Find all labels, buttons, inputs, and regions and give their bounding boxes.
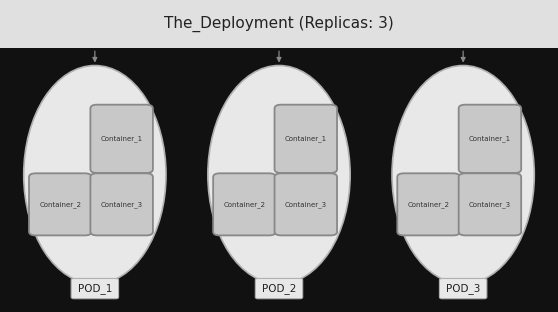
- FancyBboxPatch shape: [275, 105, 337, 173]
- Text: POD_3: POD_3: [446, 283, 480, 294]
- Text: Container_1: Container_1: [285, 135, 327, 142]
- FancyBboxPatch shape: [90, 173, 153, 236]
- Text: Container_3: Container_3: [469, 201, 511, 208]
- Text: Container_3: Container_3: [100, 201, 143, 208]
- Text: The_Deployment (Replicas: 3): The_Deployment (Replicas: 3): [164, 16, 394, 32]
- FancyBboxPatch shape: [440, 278, 487, 299]
- Text: Container_2: Container_2: [407, 201, 450, 208]
- Text: Container_2: Container_2: [223, 201, 266, 208]
- FancyBboxPatch shape: [71, 278, 118, 299]
- Text: Container_3: Container_3: [285, 201, 327, 208]
- Text: Container_1: Container_1: [469, 135, 511, 142]
- FancyBboxPatch shape: [90, 105, 153, 173]
- FancyBboxPatch shape: [256, 278, 302, 299]
- Bar: [0, 0, 558, 48]
- FancyBboxPatch shape: [275, 173, 337, 236]
- Text: Container_2: Container_2: [39, 201, 81, 208]
- Text: POD_2: POD_2: [262, 283, 296, 294]
- FancyBboxPatch shape: [459, 173, 521, 236]
- FancyBboxPatch shape: [213, 173, 276, 236]
- FancyBboxPatch shape: [459, 105, 521, 173]
- Ellipse shape: [392, 66, 534, 284]
- Text: POD_1: POD_1: [78, 283, 112, 294]
- Ellipse shape: [208, 66, 350, 284]
- Text: Container_1: Container_1: [100, 135, 143, 142]
- FancyBboxPatch shape: [397, 173, 460, 236]
- FancyBboxPatch shape: [29, 173, 92, 236]
- Ellipse shape: [24, 66, 166, 284]
